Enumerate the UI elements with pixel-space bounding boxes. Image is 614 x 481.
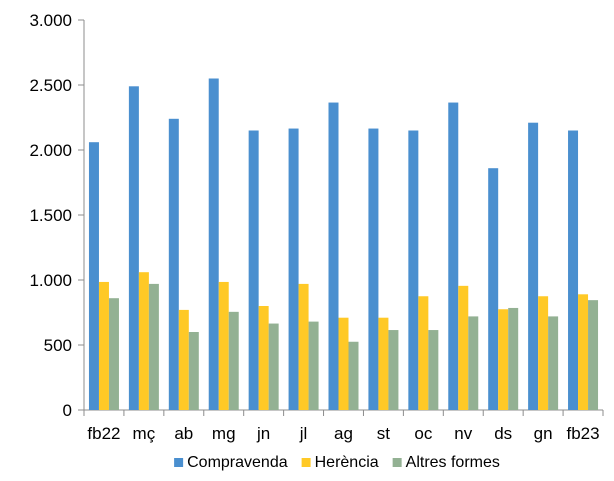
bar-altres-formes-6 bbox=[348, 341, 359, 410]
bar-her-ncia-2 bbox=[178, 309, 189, 410]
y-tick-label: 1.500 bbox=[29, 206, 72, 225]
bar-altres-formes-11 bbox=[548, 316, 559, 410]
bar-marks bbox=[88, 78, 599, 411]
bar-compravenda-7 bbox=[368, 128, 379, 411]
bar-compravenda-3 bbox=[208, 78, 219, 410]
bar-her-ncia-5 bbox=[298, 283, 309, 410]
legend-swatch bbox=[392, 458, 402, 467]
x-tick-label: ab bbox=[174, 424, 193, 443]
y-tick-label: 3.000 bbox=[29, 11, 72, 30]
bar-altres-formes-2 bbox=[188, 332, 199, 410]
bar-compravenda-12 bbox=[568, 130, 579, 410]
bar-altres-formes-12 bbox=[588, 300, 599, 410]
bar-her-ncia-3 bbox=[218, 281, 229, 410]
x-tick-label: oc bbox=[414, 424, 432, 443]
x-tick-label: ag bbox=[334, 424, 353, 443]
bar-her-ncia-12 bbox=[578, 294, 589, 410]
x-tick-label: gn bbox=[534, 424, 553, 443]
legend-label: Compravenda bbox=[187, 454, 288, 471]
y-tick-label: 0 bbox=[63, 401, 72, 420]
bar-compravenda-2 bbox=[168, 118, 179, 411]
x-tick-label: fb23 bbox=[566, 424, 599, 443]
bar-her-ncia-0 bbox=[98, 281, 109, 410]
bar-compravenda-4 bbox=[248, 130, 259, 410]
bar-her-ncia-7 bbox=[378, 317, 389, 410]
bar-compravenda-8 bbox=[408, 130, 419, 410]
bar-compravenda-11 bbox=[528, 122, 539, 410]
y-tick-label: 1.000 bbox=[29, 271, 72, 290]
x-axis-tick-labels: fb22 mç ab mg jn jl ag st oc nv ds gn fb23 bbox=[87, 424, 599, 443]
x-tick-label: nv bbox=[454, 424, 472, 443]
legend-label: Herència bbox=[315, 454, 379, 471]
x-tick-label: ds bbox=[494, 424, 512, 443]
bar-compravenda-0 bbox=[88, 142, 99, 410]
bar-compravenda-1 bbox=[128, 86, 139, 411]
bar-compravenda-6 bbox=[328, 102, 339, 411]
bar-altres-formes-1 bbox=[148, 283, 159, 410]
bar-altres-formes-0 bbox=[108, 298, 119, 410]
bar-altres-formes-10 bbox=[508, 307, 519, 410]
bar-compravenda-10 bbox=[488, 168, 499, 410]
bar-her-ncia-6 bbox=[338, 317, 349, 410]
bar-altres-formes-4 bbox=[268, 323, 279, 410]
bar-her-ncia-1 bbox=[138, 272, 149, 410]
x-tick-label: fb22 bbox=[87, 424, 120, 443]
bar-altres-formes-5 bbox=[308, 321, 319, 410]
bar-her-ncia-9 bbox=[458, 285, 469, 410]
bar-altres-formes-7 bbox=[388, 330, 399, 410]
bar-altres-formes-9 bbox=[468, 316, 479, 410]
bar-her-ncia-4 bbox=[258, 306, 269, 410]
x-tick-label: st bbox=[377, 424, 391, 443]
x-tick-label: jl bbox=[299, 424, 308, 443]
bar-compravenda-9 bbox=[448, 102, 459, 411]
bar-her-ncia-11 bbox=[538, 296, 549, 410]
bar-her-ncia-8 bbox=[418, 296, 429, 410]
legend-swatch bbox=[174, 458, 184, 467]
y-axis-tick-labels: 0 500 1.000 1.500 2.000 2.500 3.000 bbox=[29, 11, 72, 420]
x-tick-label: jn bbox=[256, 424, 270, 443]
bar-altres-formes-3 bbox=[228, 311, 239, 410]
bar-her-ncia-10 bbox=[498, 309, 509, 410]
x-tick-label: mg bbox=[212, 424, 236, 443]
x-tick-label: mç bbox=[133, 424, 156, 443]
y-tick-label: 2.000 bbox=[29, 141, 72, 160]
bar-altres-formes-8 bbox=[428, 330, 439, 410]
y-tick-label: 2.500 bbox=[29, 76, 72, 95]
bar-compravenda-5 bbox=[288, 128, 299, 411]
legend-label: Altres formes bbox=[406, 454, 500, 471]
legend: Compravenda Herència Altres formes bbox=[174, 454, 500, 471]
legend-swatch bbox=[301, 458, 311, 467]
y-tick-label: 500 bbox=[44, 336, 72, 355]
